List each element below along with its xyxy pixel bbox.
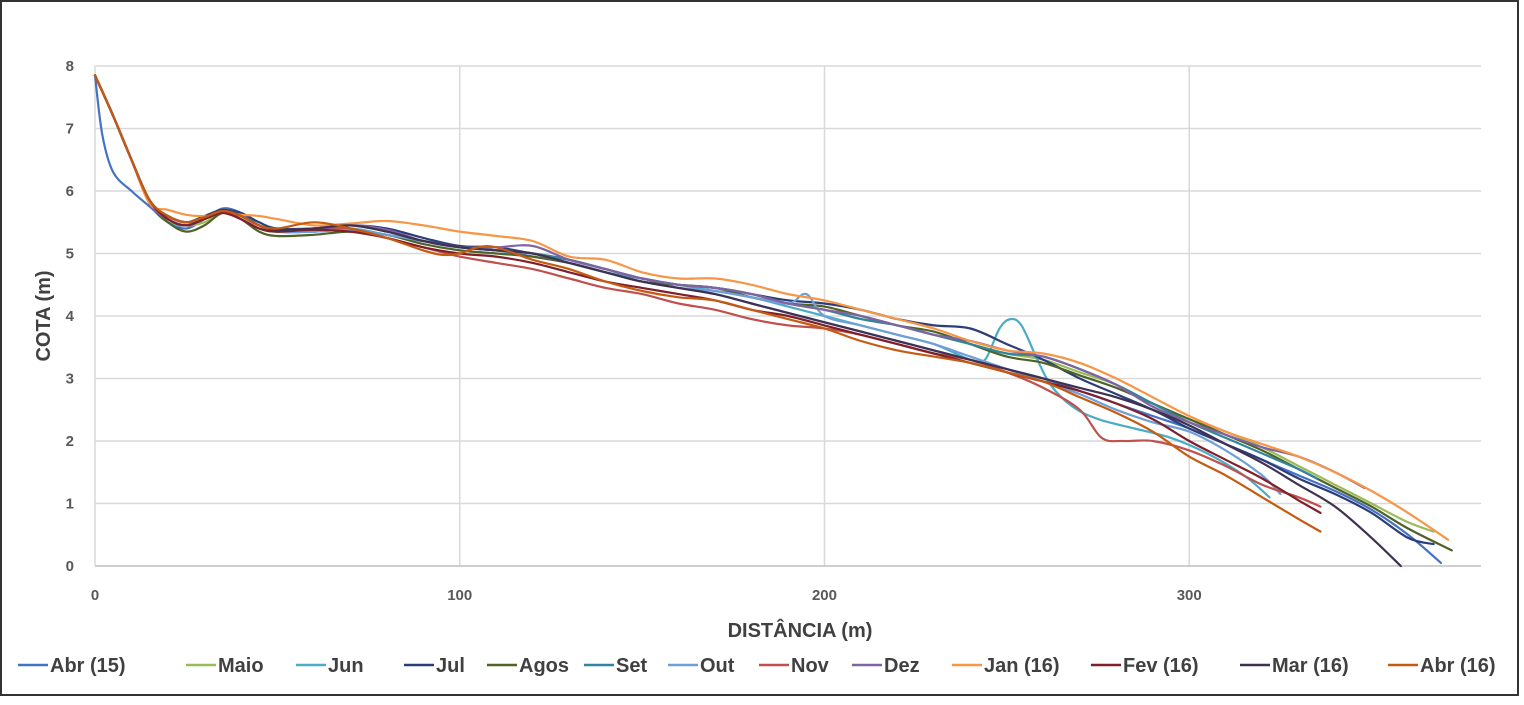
y-axis-title: COTA (m) bbox=[33, 270, 55, 361]
series-lines bbox=[93, 74, 1453, 568]
legend-label: Mar (16) bbox=[1272, 655, 1349, 677]
y-tick-label: 1 bbox=[66, 496, 74, 513]
x-tick-label: 0 bbox=[91, 587, 99, 604]
legend-label: Fev (16) bbox=[1123, 655, 1199, 677]
series-line-10 bbox=[93, 74, 1322, 514]
x-tick-label: 100 bbox=[447, 587, 472, 604]
legend-label: Out bbox=[700, 655, 735, 677]
legend-label: Jul bbox=[436, 655, 465, 677]
legend-label: Nov bbox=[791, 655, 830, 677]
y-tick-label: 3 bbox=[66, 371, 74, 388]
series-line-11 bbox=[93, 74, 1402, 568]
legend-label: Abr (16) bbox=[1420, 655, 1496, 677]
legend-label: Agos bbox=[519, 655, 569, 677]
y-tick-label: 4 bbox=[66, 308, 75, 325]
legend-label: Maio bbox=[218, 655, 264, 677]
x-tick-label: 200 bbox=[812, 587, 837, 604]
gridlines bbox=[94, 65, 1481, 567]
y-tick-label: 7 bbox=[66, 121, 74, 138]
y-tick-label: 0 bbox=[66, 558, 74, 575]
x-axis-title: DISTÂNCIA (m) bbox=[728, 618, 873, 642]
legend-label: Set bbox=[616, 655, 647, 677]
series-line-12 bbox=[93, 74, 1322, 533]
y-tick-label: 8 bbox=[66, 58, 74, 75]
y-tick-label: 2 bbox=[66, 433, 74, 450]
y-tick-label: 5 bbox=[66, 246, 74, 263]
legend-label: Jun bbox=[328, 655, 364, 677]
legend: Abr (15) Maio Jun Jul Agos Set Out Nov Dez Jan (1… bbox=[18, 655, 1496, 677]
axis-ticks: 0 1 2 3 4 5 6 7 8 0 100 200 300 bbox=[66, 58, 1202, 604]
y-tick-label: 6 bbox=[66, 183, 74, 200]
legend-label: Abr (15) bbox=[50, 655, 126, 677]
legend-label: Dez bbox=[884, 655, 920, 677]
legend-label: Jan (16) bbox=[984, 655, 1060, 677]
x-tick-label: 300 bbox=[1177, 587, 1202, 604]
